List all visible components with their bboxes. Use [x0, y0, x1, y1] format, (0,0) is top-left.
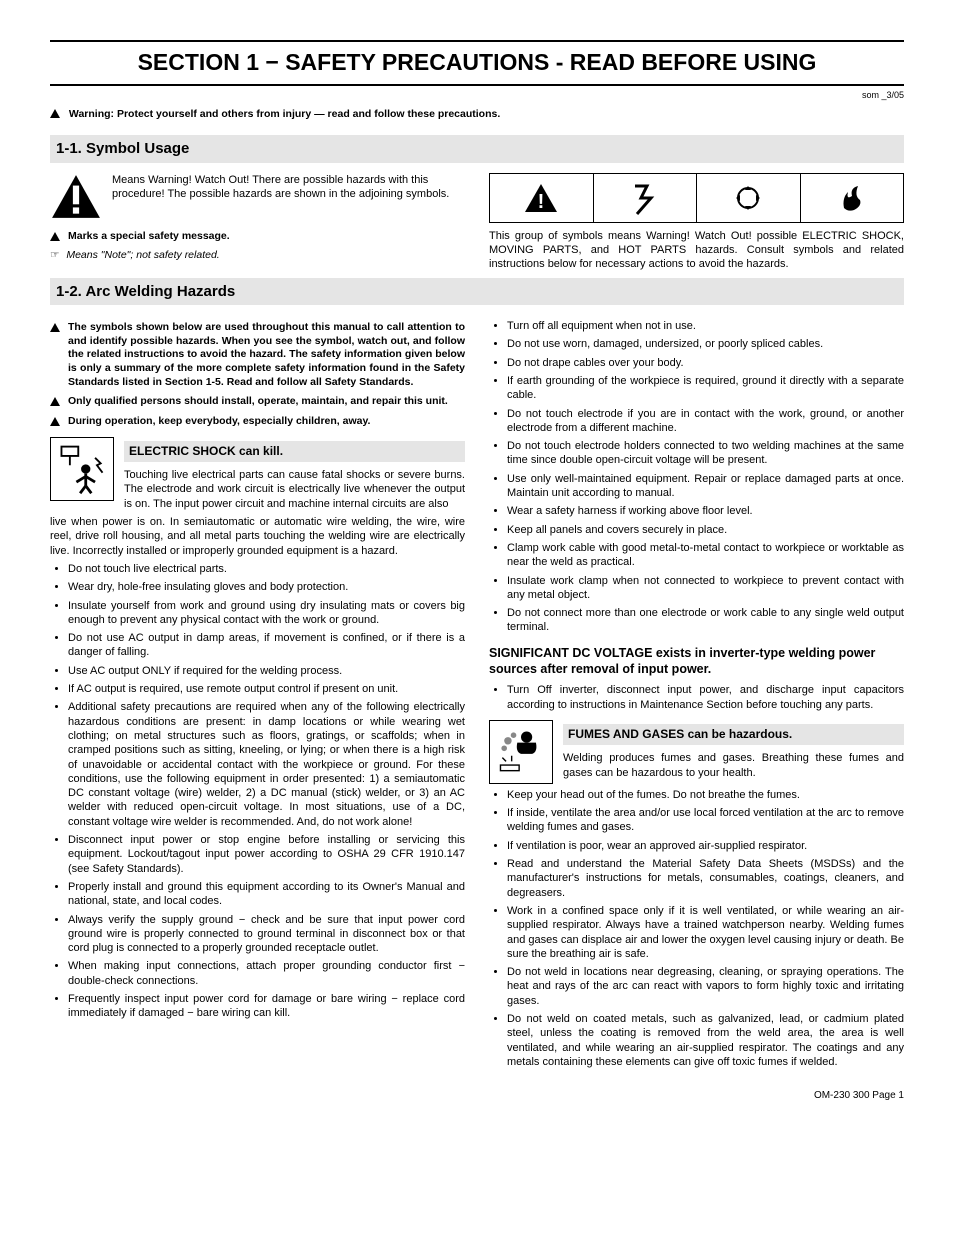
- symbol-strip-explanation: This group of symbols means Warning! Wat…: [489, 229, 904, 272]
- doc-ref: som _3/05: [50, 90, 904, 102]
- list-item: Keep your head out of the fumes. Do not …: [507, 788, 904, 802]
- warning-triangle-icon: [50, 323, 60, 332]
- list-item: Insulate work clamp when not connected t…: [507, 574, 904, 603]
- list-item: Properly install and ground this equipme…: [68, 880, 465, 909]
- shock-symbol-cell: [594, 174, 698, 222]
- list-item: Do not touch electrode if you are in con…: [507, 407, 904, 436]
- list-item: If AC output is required, use remote out…: [68, 682, 465, 696]
- list-item: Always verify the supply ground − check …: [68, 913, 465, 956]
- fumes-gases-icon: [489, 720, 553, 784]
- subsection-1-1-header: 1-1. Symbol Usage: [50, 135, 904, 163]
- electric-bullets-left: Do not touch live electrical parts. Wear…: [50, 562, 465, 1021]
- intro-msg-0: The symbols shown below are used through…: [68, 321, 465, 389]
- fumes-bullets: Keep your head out of the fumes. Do not …: [489, 788, 904, 1069]
- intro-msg-2: During operation, keep everybody, especi…: [68, 415, 370, 429]
- list-item: Do not connect more than one electrode o…: [507, 606, 904, 635]
- page-footer: OM-230 300 Page 1: [50, 1089, 904, 1102]
- list-item: If inside, ventilate the area and/or use…: [507, 806, 904, 835]
- note-msg: Means "Note"; not safety related.: [66, 249, 219, 261]
- warning-symbol-cell: !: [490, 174, 594, 222]
- list-item: Clamp work cable with good metal-to-meta…: [507, 541, 904, 570]
- list-item: Use only well-maintained equipment. Repa…: [507, 472, 904, 501]
- list-item: Do not touch live electrical parts.: [68, 562, 465, 576]
- list-item: Turn off all equipment when not in use.: [507, 319, 904, 333]
- list-item: Do not use AC output in damp areas, if m…: [68, 631, 465, 660]
- electric-shock-intro-cont: live when power is on. In semiautomatic …: [50, 515, 465, 558]
- list-item: Insulate yourself from work and ground u…: [68, 599, 465, 628]
- list-item: If ventilation is poor, wear an approved…: [507, 839, 904, 853]
- warning-triangle-icon: [50, 232, 60, 241]
- list-item: When making input connections, attach pr…: [68, 959, 465, 988]
- fumes-intro: Welding produces fumes and gases. Breath…: [563, 751, 904, 780]
- sig-dc-heading: SIGNIFICANT DC VOLTAGE exists in inverte…: [489, 645, 904, 678]
- warning-exclamation-icon: [50, 173, 102, 220]
- list-item: Do not weld on coated metals, such as ga…: [507, 1012, 904, 1069]
- electric-bullets-right: Turn off all equipment when not in use. …: [489, 319, 904, 635]
- list-item: Read and understand the Material Safety …: [507, 857, 904, 900]
- intro-msg-1: Only qualified persons should install, o…: [68, 395, 448, 409]
- top-warning-text: Warning: Protect yourself and others fro…: [69, 108, 500, 120]
- warning-triangle-icon: [50, 109, 60, 118]
- list-item: Disconnect input power or stop engine be…: [68, 833, 465, 876]
- hazard-symbol-strip: !: [489, 173, 904, 223]
- top-warning: Warning: Protect yourself and others fro…: [50, 108, 904, 122]
- sig-dc-bullets: Turn Off inverter, disconnect input powe…: [489, 683, 904, 712]
- electric-shock-icon: [50, 437, 114, 501]
- symbol-usage-warning-text: Means Warning! Watch Out! There are poss…: [112, 173, 465, 220]
- list-item: Do not drape cables over your body.: [507, 356, 904, 370]
- list-item: Keep all panels and covers securely in p…: [507, 523, 904, 537]
- moving-parts-symbol-cell: [697, 174, 801, 222]
- subsection-1-2-header: 1-2. Arc Welding Hazards: [50, 278, 904, 306]
- list-item: Do not use worn, damaged, undersized, or…: [507, 337, 904, 351]
- list-item: Use AC output ONLY if required for the w…: [68, 664, 465, 678]
- section-title: SECTION 1 − SAFETY PRECAUTIONS - READ BE…: [50, 40, 904, 86]
- list-item: Do not weld in locations near degreasing…: [507, 965, 904, 1008]
- list-item: Wear a safety harness if working above f…: [507, 504, 904, 518]
- list-item: If earth grounding of the workpiece is r…: [507, 374, 904, 403]
- list-item: Wear dry, hole-free insulating gloves an…: [68, 580, 465, 594]
- warning-triangle-icon: [50, 397, 60, 406]
- fumes-heading: FUMES AND GASES can be hazardous.: [563, 724, 904, 746]
- marks-special-msg: Marks a special safety message.: [68, 230, 230, 244]
- hot-parts-symbol-cell: [801, 174, 904, 222]
- list-item: Work in a confined space only if it is w…: [507, 904, 904, 961]
- list-item: Turn Off inverter, disconnect input powe…: [507, 683, 904, 712]
- note-icon: ☞: [50, 249, 59, 263]
- list-item: Frequently inspect input power cord for …: [68, 992, 465, 1021]
- list-item: Additional safety precautions are requir…: [68, 700, 465, 829]
- warning-triangle-icon: [50, 417, 60, 426]
- electric-shock-intro: Touching live electrical parts can cause…: [124, 468, 465, 511]
- list-item: Do not touch electrode holders connected…: [507, 439, 904, 468]
- svg-text:!: !: [538, 191, 545, 213]
- electric-shock-heading: ELECTRIC SHOCK can kill.: [124, 441, 465, 463]
